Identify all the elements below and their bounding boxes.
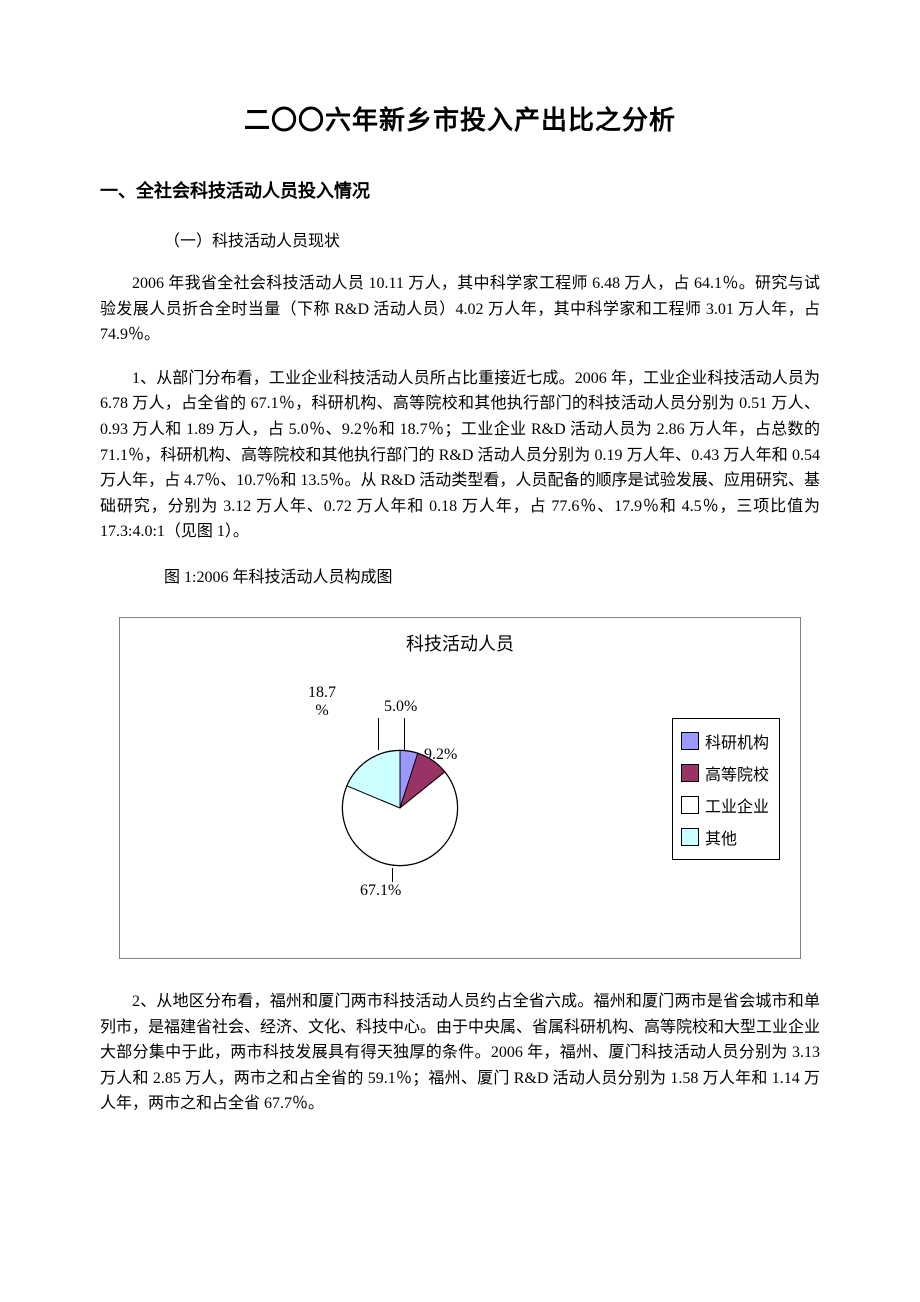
legend-label: 科研机构 <box>705 729 769 753</box>
pie-chart <box>340 748 460 868</box>
document-page: 二〇〇六年新乡市投入产出比之分析 一、全社会科技活动人员投入情况 （一）科技活动… <box>0 0 920 1195</box>
figure-1-caption: 图 1:2006 年科技活动人员构成图 <box>100 563 820 587</box>
pie-label-industry: 67.1% <box>360 882 401 900</box>
pie-svg <box>340 748 460 868</box>
leader-line <box>404 718 405 752</box>
subsection-heading-1: （一）科技活动人员现状 <box>100 227 820 251</box>
pie-label-other: 18.7 % <box>308 684 336 719</box>
legend-item-other: 其他 <box>681 821 769 853</box>
chart-title: 科技活动人员 <box>120 630 800 656</box>
page-title: 二〇〇六年新乡市投入产出比之分析 <box>100 100 820 137</box>
legend-swatch <box>681 828 699 846</box>
chart-legend: 科研机构 高等院校 工业企业 其他 <box>672 718 780 860</box>
legend-label: 工业企业 <box>705 793 769 817</box>
legend-item-industry: 工业企业 <box>681 789 769 821</box>
legend-swatch <box>681 732 699 750</box>
paragraph-2: 1、从部门分布看，工业企业科技活动人员所占比重接近七成。2006 年，工业企业科… <box>100 366 820 545</box>
legend-label: 其他 <box>705 825 737 849</box>
leader-line <box>392 868 393 882</box>
pie-label-research-inst: 5.0% <box>384 698 417 716</box>
leader-line <box>378 718 379 750</box>
legend-item-university: 高等院校 <box>681 757 769 789</box>
legend-label: 高等院校 <box>705 761 769 785</box>
paragraph-3: 2、从地区分布看，福州和厦门两市科技活动人员约占全省六成。福州和厦门两市是省会城… <box>100 989 820 1117</box>
section-heading-1: 一、全社会科技活动人员投入情况 <box>100 177 820 203</box>
pie-chart-figure-1: 科技活动人员 18.7 % 5.0% 9.2% 67.1% 科研机构 高等院校 <box>119 617 801 959</box>
legend-item-research-inst: 科研机构 <box>681 725 769 757</box>
legend-swatch <box>681 796 699 814</box>
legend-swatch <box>681 764 699 782</box>
paragraph-1: 2006 年我省全社会科技活动人员 10.11 万人，其中科学家工程师 6.48… <box>100 271 820 348</box>
